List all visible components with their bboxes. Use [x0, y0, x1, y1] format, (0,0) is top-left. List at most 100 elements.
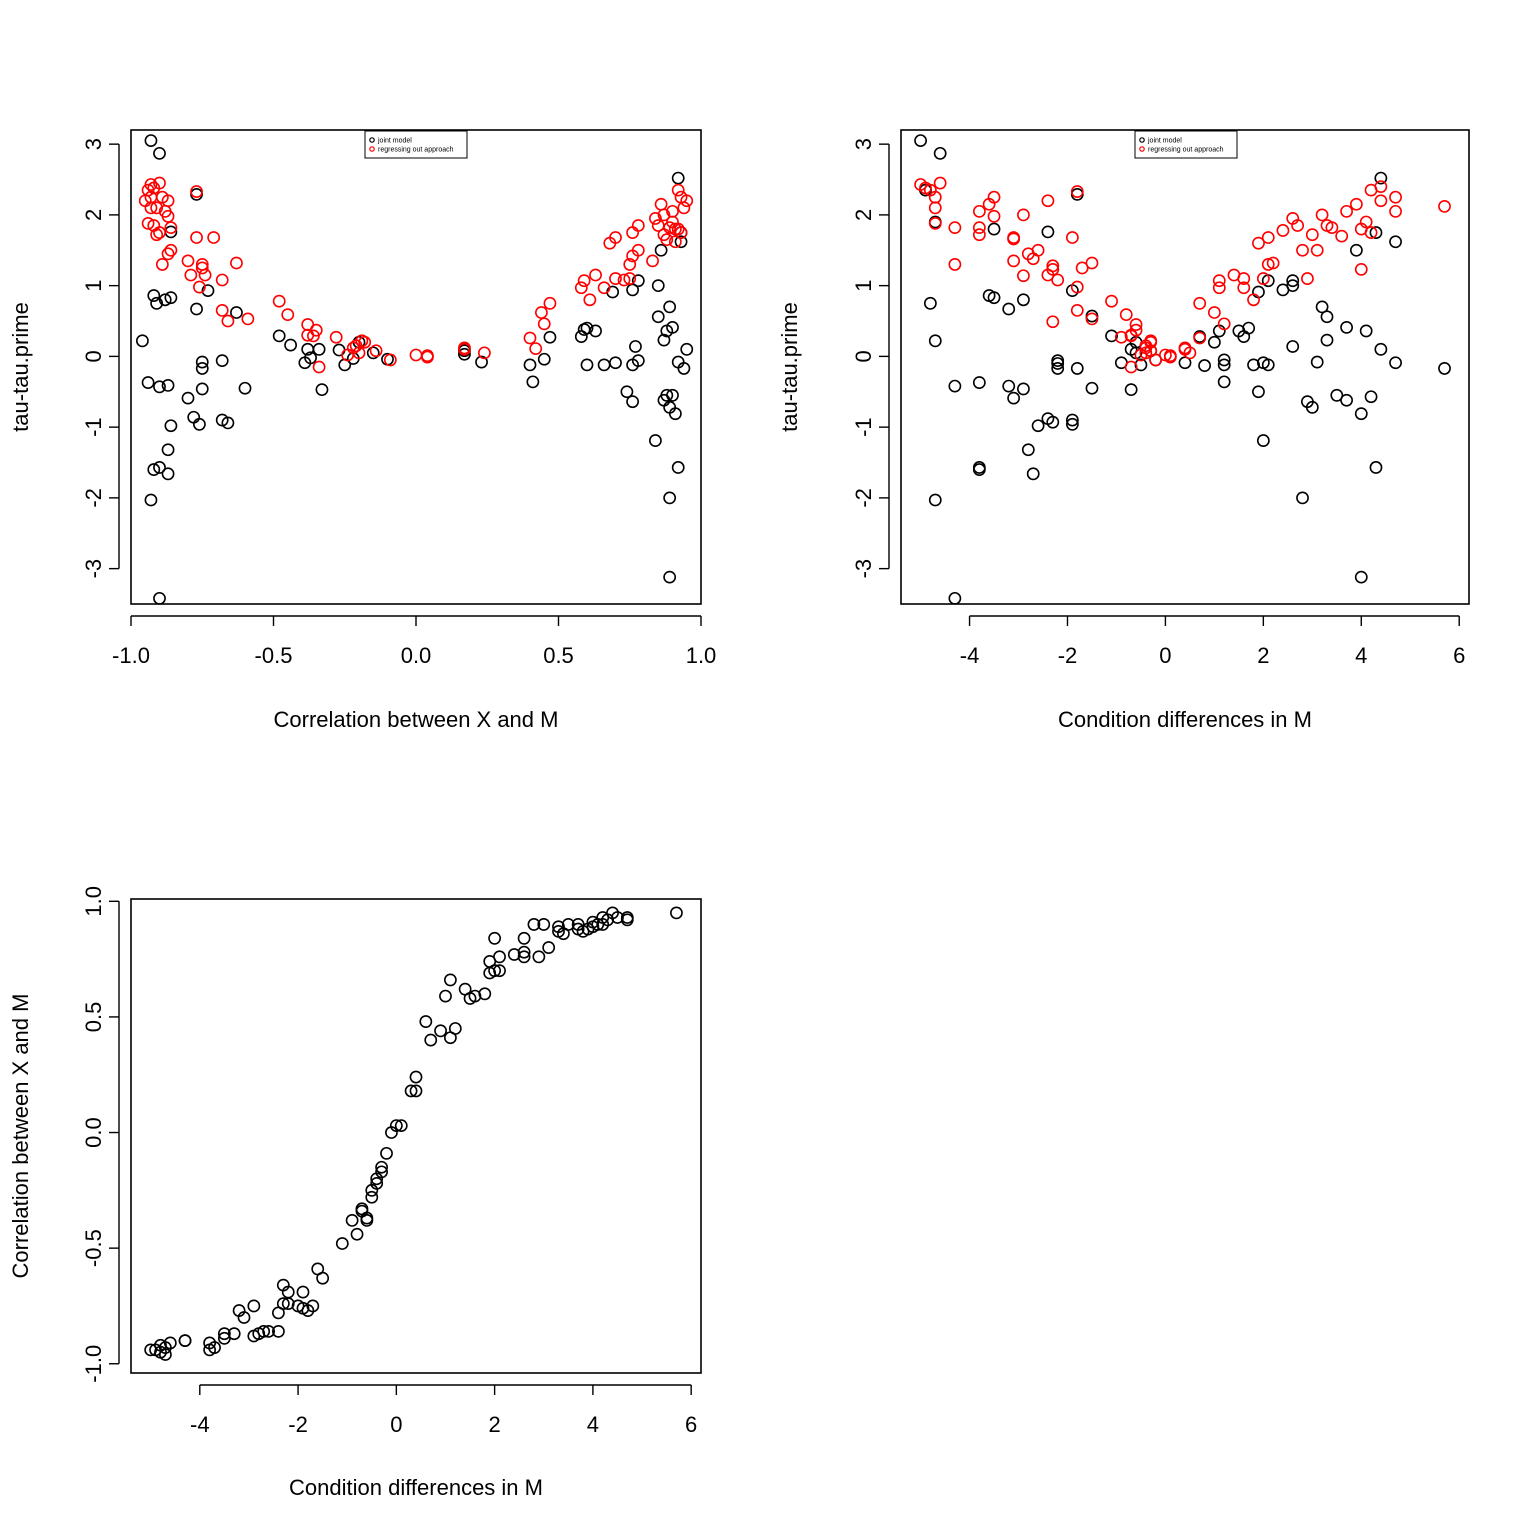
data-point	[1354, 570, 1368, 584]
data-point	[631, 354, 645, 368]
data-point	[1017, 208, 1030, 222]
data-point	[617, 273, 631, 287]
data-point	[195, 382, 209, 396]
data-point	[972, 228, 986, 242]
data-point	[1051, 362, 1065, 375]
x-tick-label: 6	[685, 1412, 697, 1437]
data-point	[529, 342, 543, 356]
legend-marker	[369, 146, 375, 152]
data-point	[1085, 312, 1099, 326]
data-point	[350, 1227, 364, 1241]
data-point	[1046, 315, 1060, 329]
series-points	[144, 906, 683, 1361]
data-point	[404, 1084, 418, 1098]
data-point	[1207, 335, 1221, 349]
data-point	[609, 356, 622, 370]
data-point	[948, 591, 962, 605]
y-axis-title: tau-tau.prime	[777, 302, 802, 432]
data-point	[948, 379, 962, 393]
data-point	[192, 417, 206, 431]
data-point	[631, 274, 645, 288]
data-point	[366, 346, 380, 360]
data-point	[1193, 331, 1207, 345]
data-point	[190, 185, 203, 198]
data-point	[671, 171, 685, 185]
y-tick-label: 1	[81, 280, 106, 292]
data-point	[315, 383, 329, 397]
data-point	[1252, 236, 1265, 250]
data-point	[389, 1119, 403, 1132]
data-point	[928, 334, 942, 348]
data-point	[1286, 279, 1300, 293]
data-point	[153, 461, 166, 474]
data-point	[369, 344, 383, 358]
data-point	[1364, 226, 1378, 239]
data-point	[332, 343, 346, 357]
chart-panel-1: -1.0 -0.5 0.0 0.5 1.0 -3 -2 -1 0 1 2 3 Correlation b…	[8, 129, 716, 732]
legend: joint model regressing out approach	[1134, 130, 1238, 159]
y-tick-label: 1.0	[81, 886, 106, 917]
data-point	[284, 338, 297, 352]
data-point	[1305, 228, 1319, 242]
data-point	[517, 931, 531, 945]
data-point	[680, 194, 694, 208]
data-point	[434, 1024, 447, 1038]
data-point	[1041, 194, 1055, 208]
data-point	[1065, 231, 1079, 244]
data-point	[1002, 379, 1016, 393]
data-point	[1124, 383, 1138, 397]
data-point	[671, 222, 685, 236]
data-point	[370, 1177, 384, 1190]
x-tick-label: 0.0	[401, 643, 432, 668]
data-point	[663, 491, 677, 505]
data-point	[660, 233, 674, 247]
data-point	[352, 346, 366, 360]
data-point	[1315, 300, 1329, 314]
data-point	[928, 493, 942, 507]
data-point	[161, 443, 175, 457]
data-point	[1320, 333, 1334, 347]
data-point	[526, 375, 540, 389]
data-point	[1046, 415, 1060, 429]
data-point	[312, 360, 326, 374]
data-point	[493, 964, 506, 978]
data-point	[198, 268, 212, 282]
data-point	[1438, 200, 1451, 213]
data-point	[1335, 229, 1349, 243]
data-point	[360, 1213, 374, 1227]
y-tick-label: -1.0	[81, 1345, 106, 1383]
data-point	[187, 410, 201, 424]
data-point	[1070, 280, 1084, 294]
data-point	[535, 306, 548, 319]
data-point	[649, 434, 662, 447]
data-point	[144, 201, 158, 215]
data-point	[493, 950, 506, 964]
y-tick-label: -1	[81, 417, 106, 437]
data-point	[153, 176, 166, 190]
data-point	[1286, 340, 1300, 353]
data-point	[1374, 194, 1388, 208]
y-tick-label: -2	[81, 488, 106, 508]
data-point	[1247, 293, 1260, 307]
data-point	[537, 918, 551, 931]
y-tick-label: 0	[851, 350, 876, 362]
data-point	[477, 346, 491, 360]
data-point	[1374, 180, 1388, 193]
data-point	[663, 570, 677, 584]
data-point	[609, 272, 622, 285]
y-tick-label: 2	[81, 209, 106, 221]
data-point	[671, 183, 685, 197]
data-point	[933, 176, 947, 190]
data-point	[141, 376, 155, 389]
data-point	[208, 1341, 221, 1354]
data-point	[158, 1348, 172, 1361]
y-tick-label: -1	[851, 417, 876, 437]
data-point	[316, 1271, 330, 1285]
data-point	[190, 302, 203, 316]
data-point	[1340, 393, 1353, 407]
data-point	[141, 216, 155, 230]
data-point	[147, 289, 161, 302]
data-point	[164, 419, 178, 433]
data-point	[914, 134, 927, 148]
